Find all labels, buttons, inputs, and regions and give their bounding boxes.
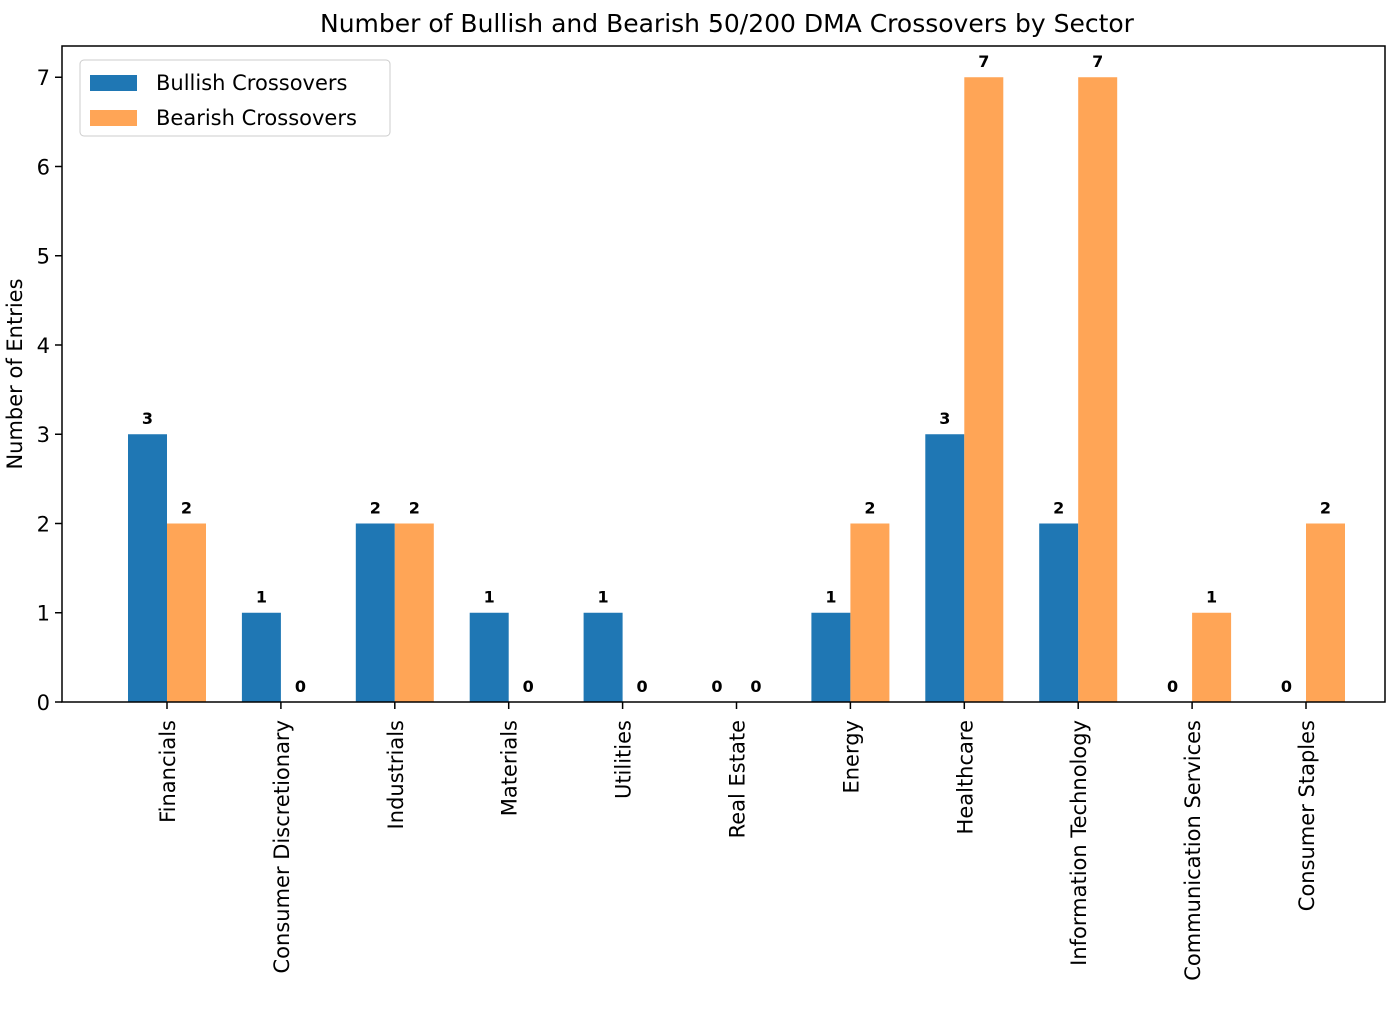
- y-tick-label: 1: [37, 602, 50, 626]
- bar: [1306, 523, 1345, 702]
- x-tick-label: Industrials: [384, 720, 408, 829]
- bar: [811, 612, 851, 702]
- y-tick-label: 7: [37, 66, 50, 90]
- value-label: 2: [864, 498, 875, 517]
- value-label: 1: [825, 588, 836, 607]
- value-label: 0: [1281, 677, 1292, 696]
- y-tick-label: 0: [37, 691, 50, 715]
- x-tick-label: Utilities: [612, 720, 636, 799]
- bar: [850, 523, 890, 702]
- value-label: 0: [711, 677, 722, 696]
- x-tick-label: Materials: [498, 720, 522, 816]
- y-tick-label: 3: [37, 423, 50, 447]
- bar: [1039, 523, 1079, 702]
- value-label: 2: [1320, 498, 1331, 517]
- x-tick-label: Communication Services: [1181, 720, 1205, 981]
- value-label: 3: [142, 409, 153, 428]
- y-tick-label: 4: [37, 334, 50, 358]
- chart-title: Number of Bullish and Bearish 50/200 DMA…: [320, 9, 1135, 38]
- value-label: 2: [370, 498, 381, 517]
- x-tick-label: Information Technology: [1067, 720, 1091, 966]
- bar: [241, 612, 281, 702]
- bar: [394, 523, 434, 702]
- y-axis-label: Number of Entries: [3, 278, 27, 469]
- bar: [469, 612, 509, 702]
- x-tick-label: Energy: [839, 720, 863, 794]
- value-label: 0: [1167, 677, 1178, 696]
- bar: [925, 434, 965, 702]
- y-tick-label: 5: [37, 245, 50, 269]
- x-tick-label: Healthcare: [953, 720, 977, 834]
- y-tick-label: 2: [37, 512, 50, 536]
- bar: [583, 612, 623, 702]
- legend-swatch: [90, 110, 137, 126]
- x-tick-label: Consumer Discretionary: [270, 720, 294, 974]
- y-tick-label: 6: [37, 155, 50, 179]
- value-label: 7: [978, 52, 989, 71]
- legend-box: [79, 59, 391, 137]
- x-tick-label: Consumer Staples: [1295, 720, 1319, 911]
- value-label: 1: [484, 588, 495, 607]
- legend-label: Bearish Crossovers: [156, 106, 357, 130]
- value-label: 0: [523, 677, 534, 696]
- plot-frame: [61, 45, 1386, 703]
- value-label: 0: [637, 677, 648, 696]
- value-label: 1: [598, 588, 609, 607]
- value-label: 1: [256, 588, 267, 607]
- x-tick-label: Real Estate: [726, 720, 750, 838]
- value-label: 2: [181, 498, 192, 517]
- bar: [1192, 612, 1232, 702]
- bar: [128, 434, 167, 702]
- x-tick-label: Financials: [156, 720, 180, 823]
- bar: [964, 77, 1004, 702]
- bar: [167, 523, 206, 702]
- value-label: 0: [295, 677, 306, 696]
- bar: [355, 523, 395, 702]
- value-label: 1: [1206, 588, 1217, 607]
- value-label: 7: [1092, 52, 1103, 71]
- value-label: 2: [409, 498, 420, 517]
- value-label: 0: [750, 677, 761, 696]
- value-label: 3: [939, 409, 950, 428]
- value-label: 2: [1053, 498, 1064, 517]
- bar: [1078, 77, 1118, 702]
- legend-swatch: [90, 75, 137, 91]
- legend-label: Bullish Crossovers: [156, 71, 347, 95]
